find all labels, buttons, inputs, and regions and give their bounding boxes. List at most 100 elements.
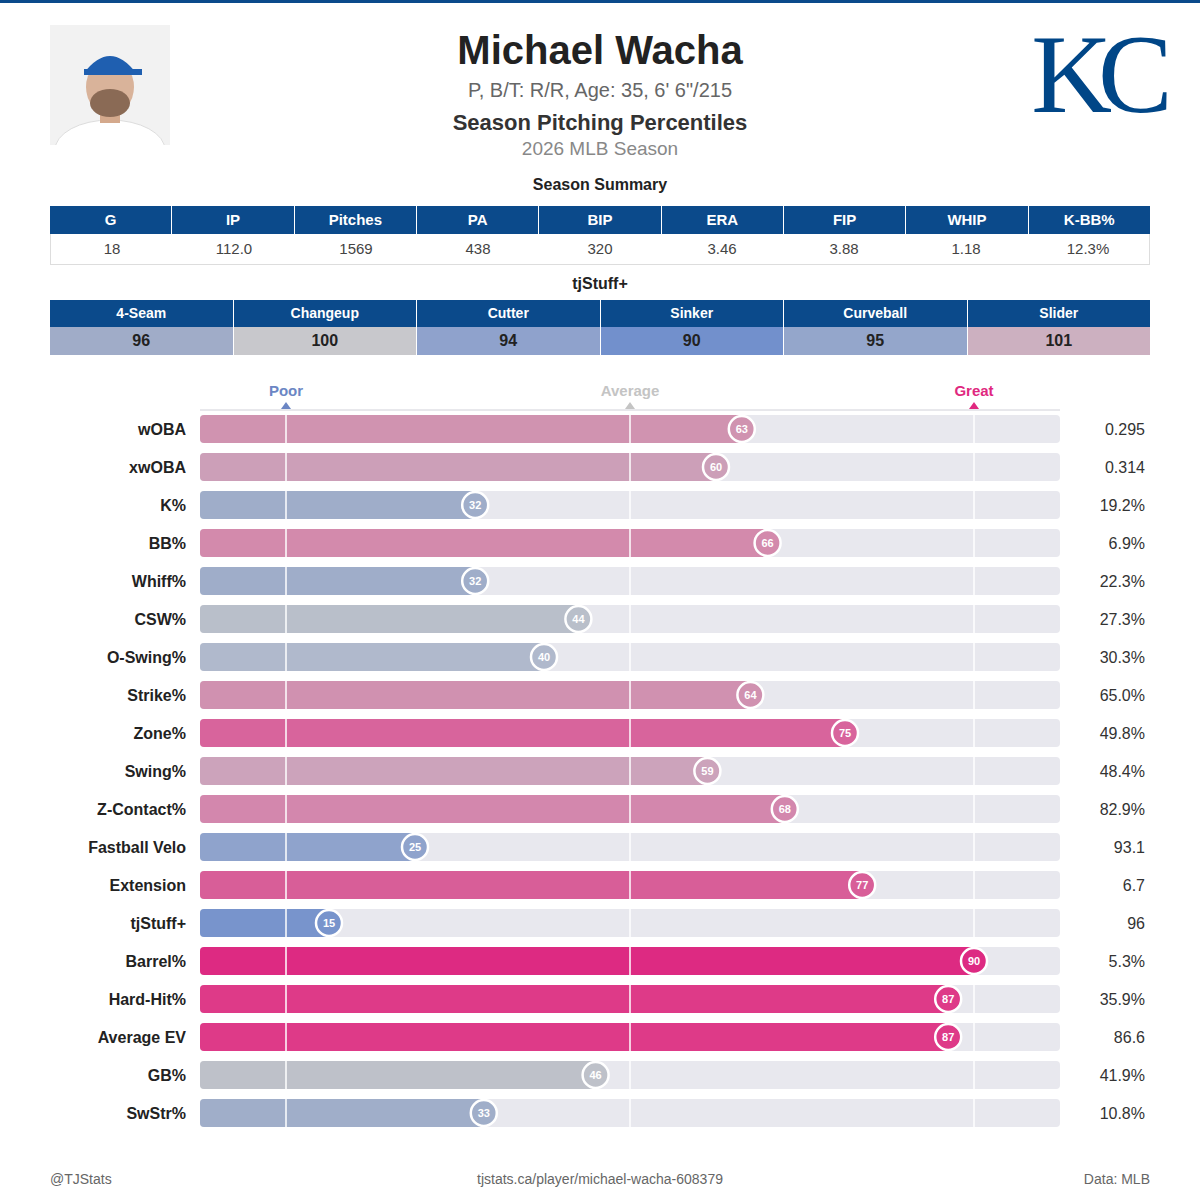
svg-text:6.9%: 6.9% [1109,535,1145,552]
svg-text:40: 40 [538,651,550,663]
svg-text:Swing%: Swing% [125,763,186,780]
html-text:100: 100 [311,332,339,349]
svg-text:75: 75 [839,727,851,739]
svg-text:xwOBA: xwOBA [129,459,186,476]
html-text:Curveball: Curveball [843,305,908,321]
html-text:3.88: 3.88 [829,240,859,257]
svg-text:0.295: 0.295 [1105,421,1145,438]
html-text:@TJStats: @TJStats [50,1171,112,1187]
svg-text:27.3%: 27.3% [1100,611,1145,628]
svg-text:Barrel%: Barrel% [126,953,186,970]
html-text:438: 438 [465,240,491,257]
html-text:Data: MLB: Data: MLB [1083,1171,1150,1187]
svg-text:wOBA: wOBA [137,421,186,438]
svg-text:Z-Contact%: Z-Contact% [97,801,186,818]
svg-text:Average EV: Average EV [98,1029,187,1046]
svg-text:41.9%: 41.9% [1100,1067,1145,1084]
svg-text:Extension: Extension [110,877,186,894]
html-text:tjstats.ca/player/michael-wach: tjstats.ca/player/michael-wacha-608379 [477,1171,723,1187]
html-text:320: 320 [587,240,613,257]
svg-text:32: 32 [469,575,481,587]
svg-text:SwStr%: SwStr% [126,1105,186,1122]
svg-text:82.9%: 82.9% [1100,801,1145,818]
html-text:Cutter: Cutter [487,305,529,321]
svg-text:15: 15 [323,917,335,929]
svg-text:46: 46 [589,1069,601,1081]
html-text:94: 94 [499,332,518,349]
svg-text:Fastball Velo: Fastball Velo [88,839,186,856]
html-text:Season Pitching Percentiles: Season Pitching Percentiles [452,110,748,135]
html-text:FIP: FIP [833,211,857,228]
svg-text:Poor: Poor [269,382,303,399]
html-text:K-BB%: K-BB% [1063,211,1115,228]
html-text:ERA: ERA [706,211,739,228]
svg-text:30.3%: 30.3% [1100,649,1145,666]
svg-text:32: 32 [469,499,481,511]
svg-text:22.3%: 22.3% [1100,573,1145,590]
svg-text:25: 25 [409,841,421,853]
svg-text:90: 90 [968,955,980,967]
svg-text:68: 68 [779,803,791,815]
html-text:112.0: 112.0 [215,240,253,257]
svg-text:44: 44 [572,613,585,625]
svg-text:Zone%: Zone% [134,725,186,742]
html-text:18: 18 [103,240,121,257]
svg-text:5.3%: 5.3% [1109,953,1145,970]
svg-text:Great: Great [954,382,993,399]
html-text:WHIP: WHIP [947,211,987,228]
svg-text:77: 77 [856,879,868,891]
svg-text:0.314: 0.314 [1105,459,1145,476]
html-text:95: 95 [866,332,885,349]
html-text:Slider: Slider [1039,305,1079,321]
svg-text:87: 87 [942,1031,954,1043]
svg-text:19.2%: 19.2% [1100,497,1145,514]
html-text:4-Seam: 4-Seam [116,305,167,321]
svg-text:10.8%: 10.8% [1100,1105,1145,1122]
html-text:PA: PA [467,211,488,228]
svg-text:33: 33 [478,1107,490,1119]
html-text:IP: IP [225,211,241,228]
svg-text:tjStuff+: tjStuff+ [130,915,186,932]
svg-text:48.4%: 48.4% [1100,763,1145,780]
svg-text:Whiff%: Whiff% [132,573,186,590]
html-text:101: 101 [1045,332,1073,349]
svg-text:63: 63 [736,423,748,435]
svg-text:BB%: BB% [149,535,186,552]
html-text:1569: 1569 [339,240,373,257]
svg-text:87: 87 [942,993,954,1005]
html-text:2026 MLB Season: 2026 MLB Season [521,138,679,159]
svg-text:64: 64 [744,689,757,701]
html-text:1.18: 1.18 [951,240,981,257]
svg-text:K%: K% [160,497,186,514]
svg-text:60: 60 [710,461,722,473]
svg-text:96: 96 [1127,915,1145,932]
svg-text:65.0%: 65.0% [1100,687,1145,704]
html-text:Sinker: Sinker [670,305,714,321]
svg-text:35.9%: 35.9% [1100,991,1145,1008]
svg-text:93.1: 93.1 [1114,839,1145,856]
html-text:3.46: 3.46 [707,240,737,257]
html-text:G: G [104,211,117,228]
html-text:90: 90 [682,332,701,349]
html-text:P, B/T: R/R, Age: 35, 6' 6"/21: P, B/T: R/R, Age: 35, 6' 6"/215 [468,79,732,101]
svg-text:O-Swing%: O-Swing% [107,649,186,666]
svg-text:49.8%: 49.8% [1100,725,1145,742]
svg-text:59: 59 [701,765,713,777]
svg-text:GB%: GB% [148,1067,186,1084]
html-text:Season Summary: Season Summary [532,176,668,193]
html-text:96: 96 [132,332,151,349]
html-text:Pitches: Pitches [328,211,382,228]
html-text:Changeup: Changeup [290,305,359,321]
svg-text:Strike%: Strike% [127,687,186,704]
svg-text:66: 66 [761,537,773,549]
html-text:12.3%: 12.3% [1066,240,1110,257]
svg-text:86.6: 86.6 [1114,1029,1145,1046]
svg-text:CSW%: CSW% [134,611,186,628]
html-text:KC: KC [1031,12,1159,136]
svg-text:6.7: 6.7 [1123,877,1145,894]
svg-text:Average: Average [601,382,660,399]
html-text:BIP: BIP [587,211,613,228]
html-text:Michael Wacha: Michael Wacha [457,28,743,72]
html-text:tjStuff+: tjStuff+ [572,275,628,292]
svg-text:Hard-Hit%: Hard-Hit% [109,991,186,1008]
